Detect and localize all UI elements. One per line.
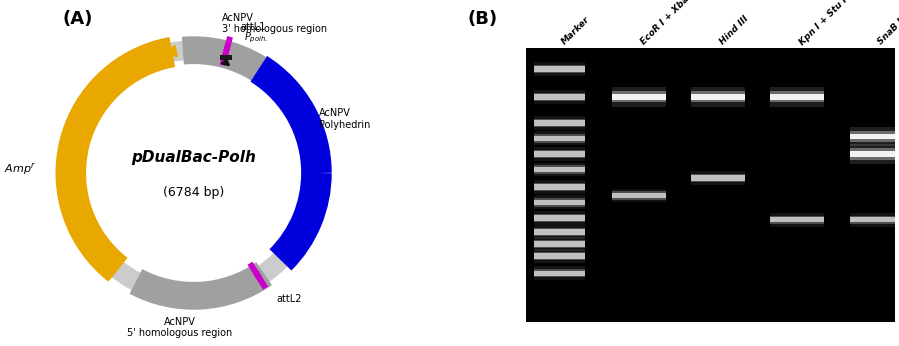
FancyBboxPatch shape (535, 215, 584, 221)
FancyBboxPatch shape (535, 94, 584, 100)
Polygon shape (166, 45, 177, 56)
FancyBboxPatch shape (219, 55, 232, 60)
FancyBboxPatch shape (535, 119, 584, 127)
Text: pDualBac-Polh: pDualBac-Polh (131, 150, 256, 165)
FancyBboxPatch shape (535, 228, 584, 236)
Text: attL1: attL1 (241, 22, 266, 32)
Text: attL2: attL2 (276, 294, 302, 303)
FancyBboxPatch shape (535, 252, 584, 260)
FancyBboxPatch shape (253, 271, 268, 290)
FancyBboxPatch shape (535, 195, 584, 209)
FancyBboxPatch shape (535, 62, 584, 76)
FancyBboxPatch shape (691, 175, 745, 181)
FancyBboxPatch shape (535, 163, 584, 176)
Text: AcNPV
5' homologous region: AcNPV 5' homologous region (127, 317, 233, 338)
FancyBboxPatch shape (535, 237, 584, 251)
FancyBboxPatch shape (691, 87, 745, 107)
FancyBboxPatch shape (770, 216, 824, 224)
Text: SnaB I + Sca I: SnaB I + Sca I (877, 0, 899, 47)
FancyBboxPatch shape (535, 253, 584, 259)
FancyBboxPatch shape (535, 150, 584, 158)
Polygon shape (283, 245, 295, 257)
FancyBboxPatch shape (691, 171, 745, 185)
FancyBboxPatch shape (535, 198, 584, 207)
Text: (6784 bp): (6784 bp) (163, 185, 224, 199)
FancyBboxPatch shape (691, 174, 745, 182)
FancyBboxPatch shape (850, 148, 899, 160)
FancyBboxPatch shape (535, 249, 584, 263)
FancyBboxPatch shape (850, 144, 899, 164)
FancyBboxPatch shape (247, 262, 263, 281)
FancyBboxPatch shape (535, 241, 584, 247)
FancyBboxPatch shape (535, 134, 584, 143)
Text: Amp$^r$: Amp$^r$ (4, 162, 36, 177)
FancyBboxPatch shape (535, 214, 584, 222)
FancyBboxPatch shape (535, 200, 584, 205)
FancyBboxPatch shape (535, 269, 584, 277)
Text: EcoR I + XbaI: EcoR I + XbaI (639, 0, 693, 47)
FancyBboxPatch shape (850, 217, 899, 222)
FancyBboxPatch shape (535, 65, 584, 73)
FancyBboxPatch shape (526, 48, 895, 322)
Text: $P_{polh.}$: $P_{polh.}$ (245, 30, 268, 45)
FancyBboxPatch shape (535, 151, 584, 157)
Text: Marker: Marker (559, 15, 592, 47)
FancyBboxPatch shape (535, 240, 584, 248)
FancyBboxPatch shape (535, 184, 584, 190)
FancyBboxPatch shape (535, 271, 584, 276)
FancyBboxPatch shape (535, 167, 584, 172)
FancyBboxPatch shape (535, 131, 584, 145)
FancyBboxPatch shape (222, 36, 233, 56)
FancyBboxPatch shape (770, 87, 824, 107)
FancyBboxPatch shape (535, 225, 584, 239)
FancyBboxPatch shape (535, 120, 584, 126)
FancyBboxPatch shape (691, 91, 745, 102)
FancyBboxPatch shape (850, 134, 899, 139)
FancyBboxPatch shape (535, 116, 584, 130)
FancyBboxPatch shape (535, 147, 584, 161)
FancyBboxPatch shape (770, 91, 824, 102)
Text: (B): (B) (467, 10, 498, 28)
FancyBboxPatch shape (535, 266, 584, 280)
FancyBboxPatch shape (535, 93, 584, 101)
FancyBboxPatch shape (850, 216, 899, 224)
FancyBboxPatch shape (850, 213, 899, 227)
Text: AcNPV
3' homologous region: AcNPV 3' homologous region (222, 12, 327, 34)
FancyBboxPatch shape (691, 94, 745, 100)
FancyBboxPatch shape (612, 87, 665, 107)
FancyBboxPatch shape (612, 189, 665, 202)
FancyBboxPatch shape (535, 165, 584, 174)
FancyBboxPatch shape (850, 131, 899, 142)
FancyBboxPatch shape (850, 127, 899, 146)
Text: (A): (A) (62, 10, 93, 28)
FancyBboxPatch shape (612, 193, 665, 198)
FancyBboxPatch shape (770, 213, 824, 227)
FancyBboxPatch shape (612, 191, 665, 200)
FancyBboxPatch shape (535, 229, 584, 235)
FancyBboxPatch shape (535, 180, 584, 194)
FancyBboxPatch shape (612, 91, 665, 102)
Text: Hind III: Hind III (718, 15, 751, 47)
FancyBboxPatch shape (219, 46, 230, 66)
FancyBboxPatch shape (535, 90, 584, 104)
FancyBboxPatch shape (770, 217, 824, 222)
FancyBboxPatch shape (535, 66, 584, 72)
FancyBboxPatch shape (535, 136, 584, 141)
Text: AcNPV
Polyhedrin: AcNPV Polyhedrin (318, 108, 369, 130)
FancyBboxPatch shape (535, 183, 584, 191)
Text: Kpn I + Stu I: Kpn I + Stu I (797, 0, 849, 47)
FancyBboxPatch shape (770, 94, 824, 100)
FancyBboxPatch shape (612, 94, 665, 100)
FancyBboxPatch shape (850, 151, 899, 157)
FancyBboxPatch shape (535, 211, 584, 225)
